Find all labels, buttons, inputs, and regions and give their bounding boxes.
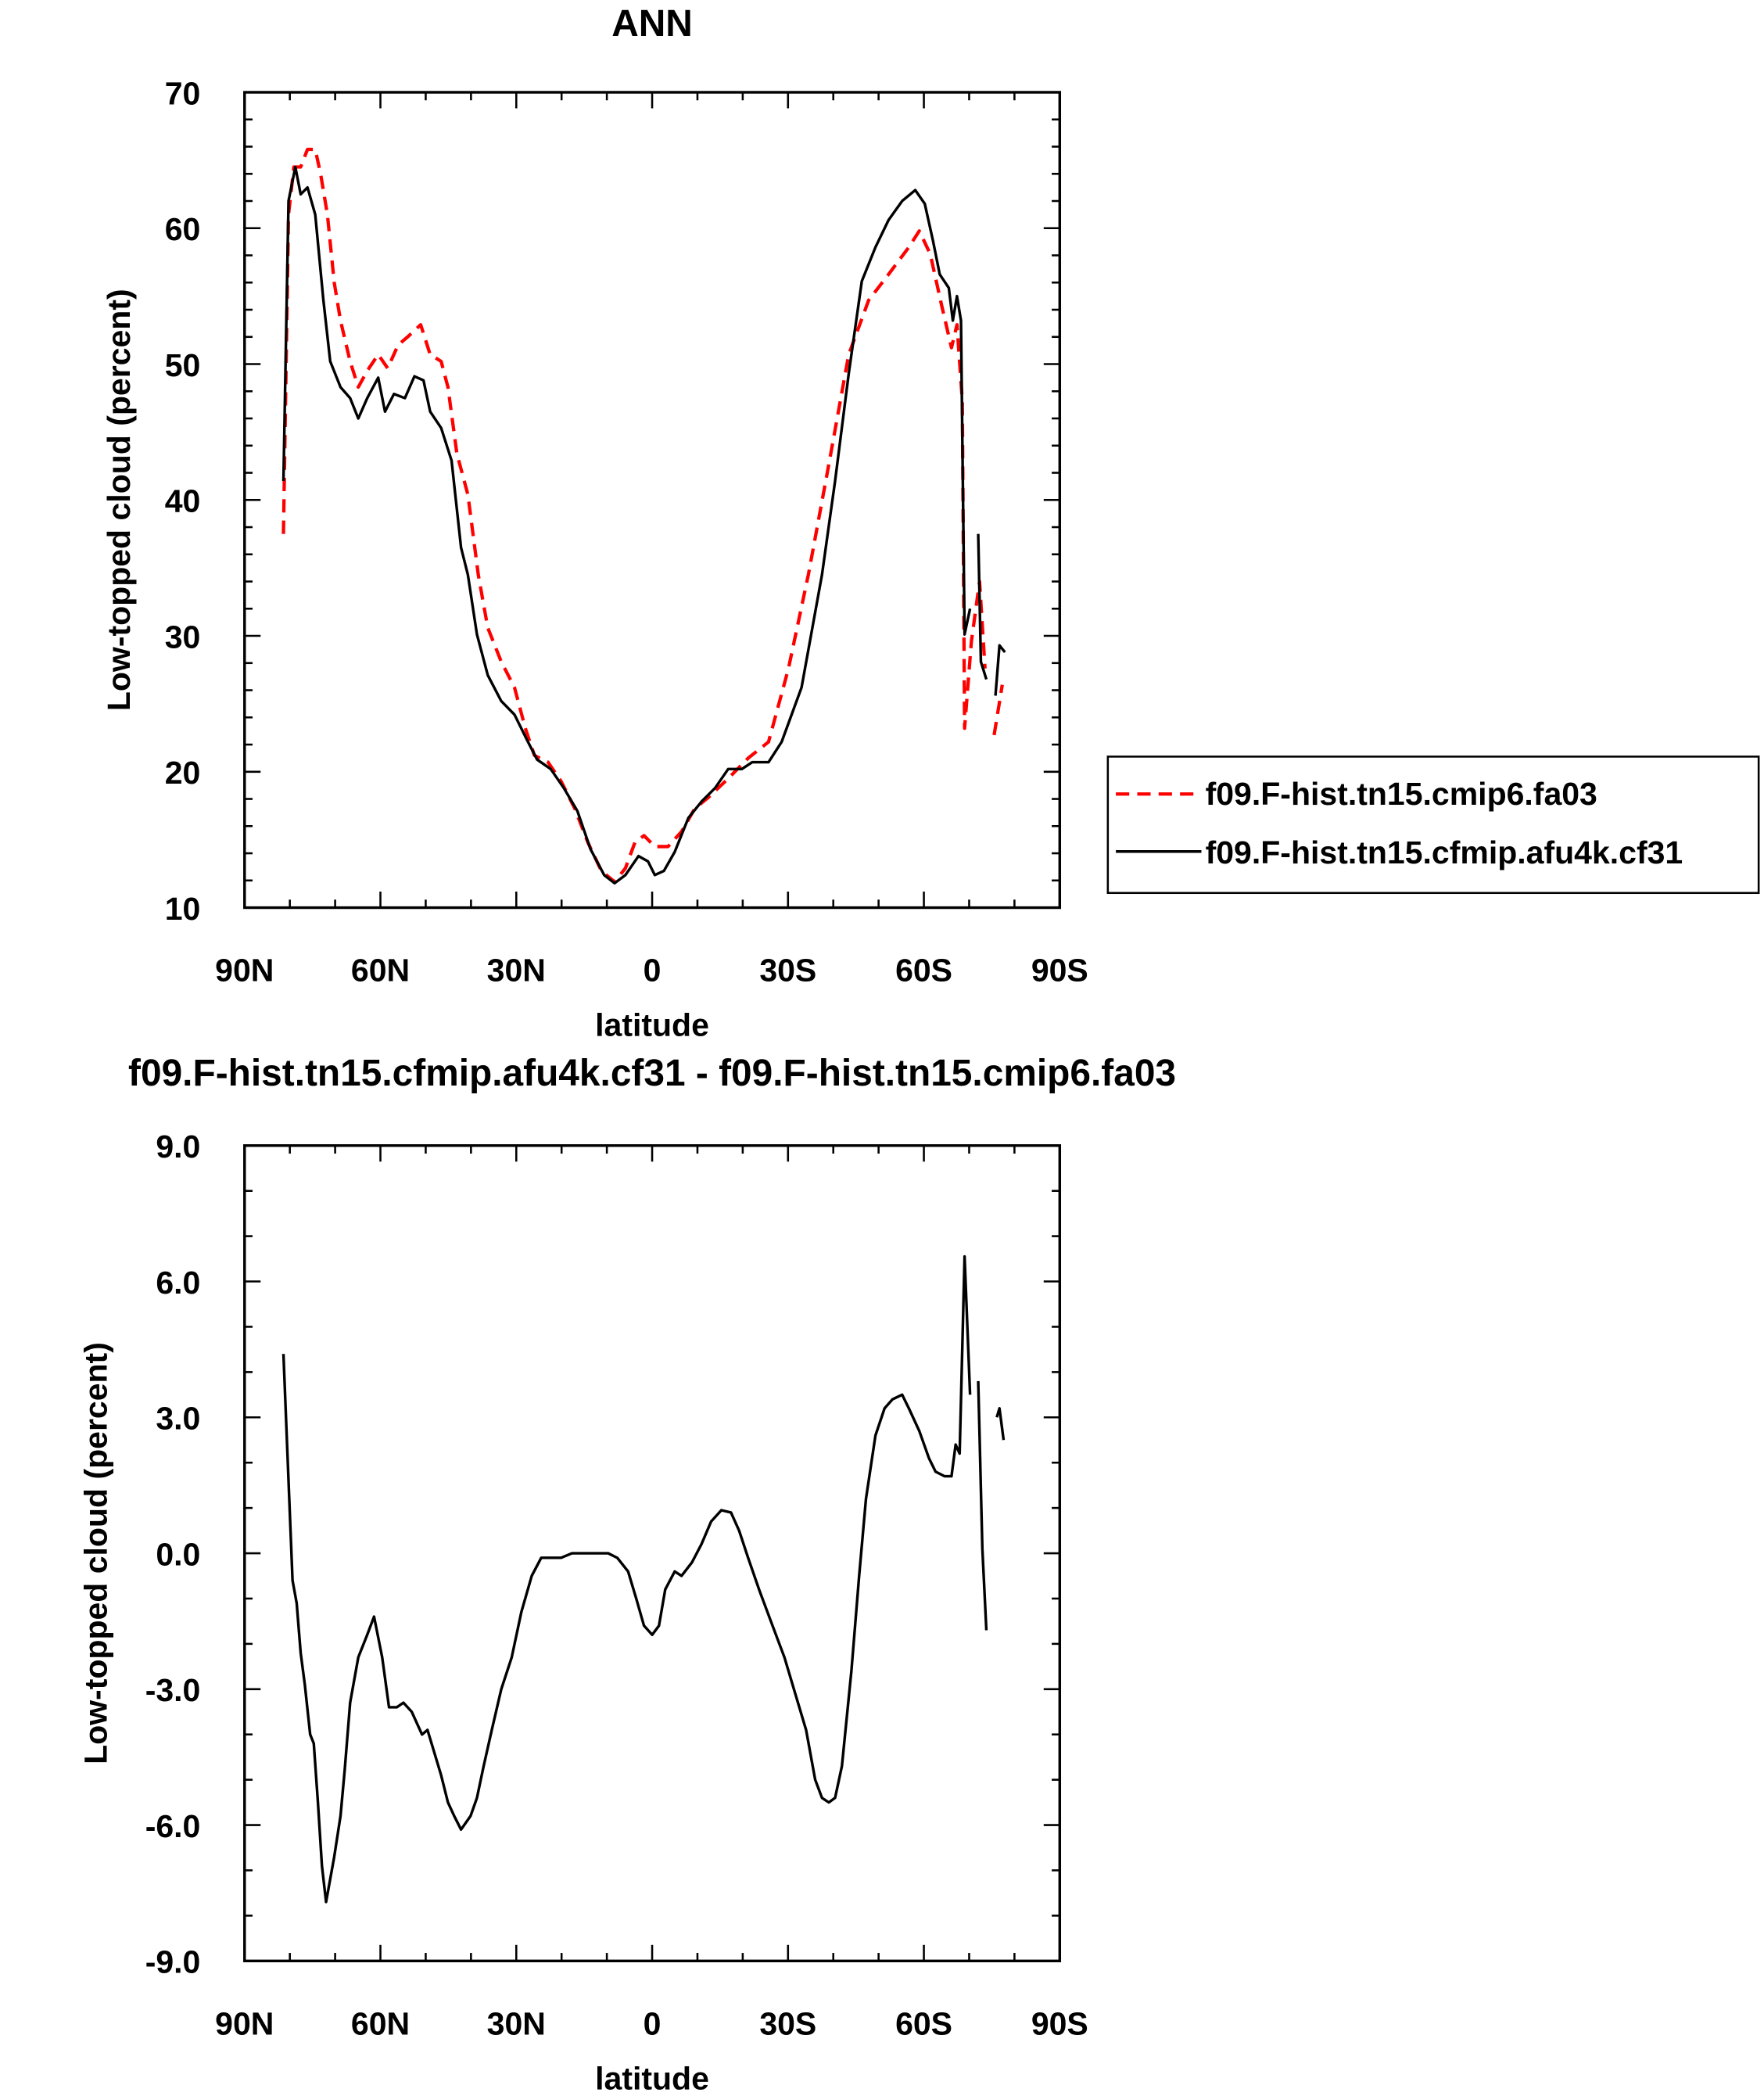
top-y-tick-label: 50 — [165, 347, 201, 383]
top-y-tick-label: 10 — [165, 891, 201, 927]
bottom-title: f09.F-hist.tn15.cfmip.afu4k.cf31 - f09.F… — [128, 1053, 1176, 1094]
legend-label-fa03: f09.F-hist.tn15.cmip6.fa03 — [1206, 776, 1597, 812]
bottom-x-axis-label: latitude — [595, 2060, 709, 2096]
bottom-y-tick-label: -6.0 — [145, 1808, 201, 1844]
top-y-axis-label: Low-topped cloud (percent) — [101, 289, 137, 711]
top-x-tick-label: 60S — [895, 953, 952, 989]
top-panel: ANN latitude Low-topped cloud (percent) … — [101, 3, 1088, 1043]
top-x-tick-label: 60N — [351, 953, 410, 989]
bottom-x-tick-label: 60S — [895, 2005, 952, 2041]
top-plot-frame — [243, 91, 1062, 910]
top-x-tick-label: 30N — [487, 953, 546, 989]
bottom-y-tick-label: -3.0 — [145, 1672, 201, 1708]
top-y-tick-label: 20 — [165, 755, 201, 791]
bottom-plot-frame — [243, 1144, 1062, 1963]
legend: f09.F-hist.tn15.cmip6.fa03 f09.F-hist.tn… — [1106, 755, 1760, 895]
top-x-tick-label: 90N — [215, 953, 274, 989]
top-title: ANN — [611, 3, 693, 45]
top-x-tick-label: 0 — [644, 953, 662, 989]
top-y-tick-label: 60 — [165, 211, 201, 247]
bottom-y-tick-label: 0.0 — [156, 1536, 200, 1572]
top-series-line-1 — [281, 165, 1006, 885]
bottom-x-tick-label: 30N — [487, 2005, 546, 2041]
bottom-x-tick-label: 0 — [644, 2005, 662, 2041]
bottom-y-tick-label: -9.0 — [145, 1944, 201, 1980]
bottom-series-line-0 — [281, 1254, 1006, 1904]
top-x-axis-label: latitude — [595, 1007, 709, 1043]
bottom-panel: f09.F-hist.tn15.cfmip.afu4k.cf31 - f09.F… — [78, 1053, 1176, 2096]
top-y-tick-label: 70 — [165, 75, 201, 111]
bottom-y-tick-label: 6.0 — [156, 1265, 200, 1301]
bottom-y-tick-label: 9.0 — [156, 1129, 200, 1165]
bottom-y-tick-label: 3.0 — [156, 1401, 200, 1437]
bottom-x-tick-label: 90S — [1031, 2005, 1088, 2041]
top-y-tick-label: 30 — [165, 619, 201, 655]
top-series-line-0 — [281, 147, 1004, 884]
legend-label-cf31: f09.F-hist.tn15.cfmip.afu4k.cf31 — [1206, 834, 1683, 870]
top-x-tick-label: 90S — [1031, 953, 1088, 989]
bottom-y-axis-label: Low-topped cloud (percent) — [78, 1342, 114, 1764]
bottom-x-tick-label: 30S — [759, 2005, 816, 2041]
bottom-x-tick-label: 60N — [351, 2005, 410, 2041]
top-x-tick-label: 30S — [759, 953, 816, 989]
bottom-x-tick-label: 90N — [215, 2005, 274, 2041]
legend-box — [1106, 755, 1760, 895]
top-y-tick-label: 40 — [165, 483, 201, 519]
